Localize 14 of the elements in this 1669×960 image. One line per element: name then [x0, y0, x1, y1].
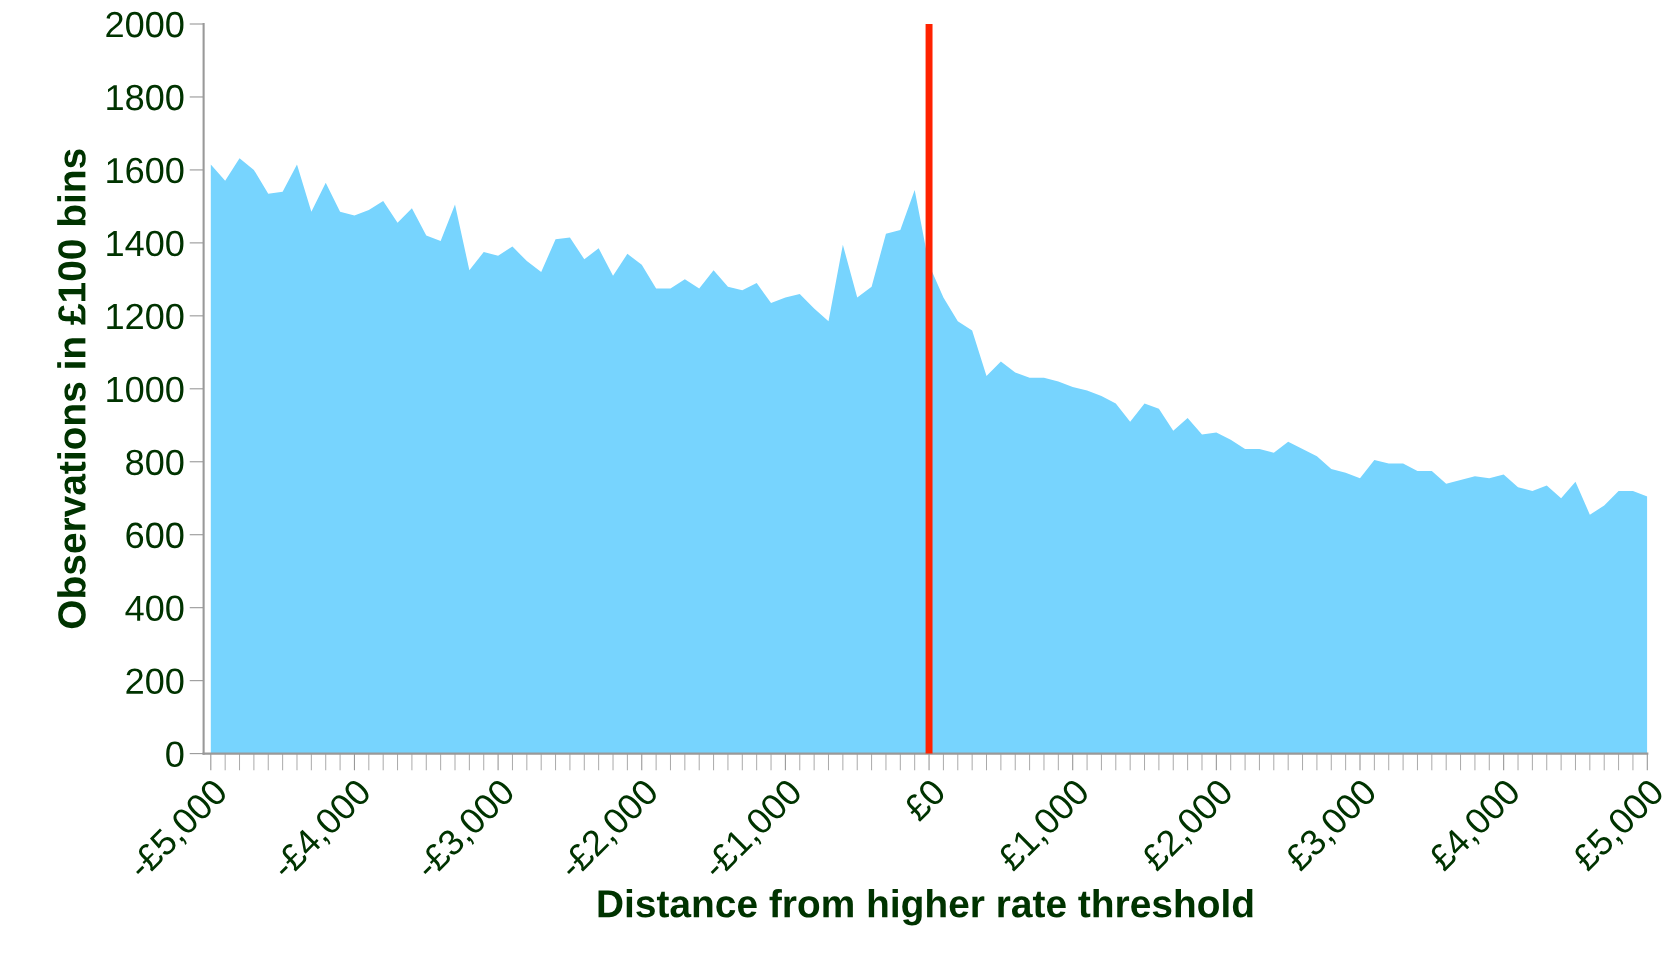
- y-tick-label: 1400: [107, 230, 184, 257]
- x-tick-label: £0: [902, 777, 947, 823]
- y-tick-label: 800: [126, 449, 184, 476]
- y-tick-label: 1000: [107, 376, 184, 403]
- y-tick-label: 200: [126, 668, 184, 695]
- y-axis-title: Observations in £100 bins: [57, 149, 86, 629]
- x-axis-title: Distance from higher rate threshold: [598, 889, 1253, 926]
- y-tick-label: 400: [125, 595, 184, 622]
- y-tick-label: 1800: [107, 84, 184, 111]
- y-tick-label: 2000: [106, 11, 184, 38]
- y-tick-label: 1200: [107, 303, 184, 330]
- y-tick-label: 1600: [107, 157, 184, 184]
- y-tick-label: 0: [166, 741, 184, 768]
- y-tick-label: 600: [126, 522, 184, 549]
